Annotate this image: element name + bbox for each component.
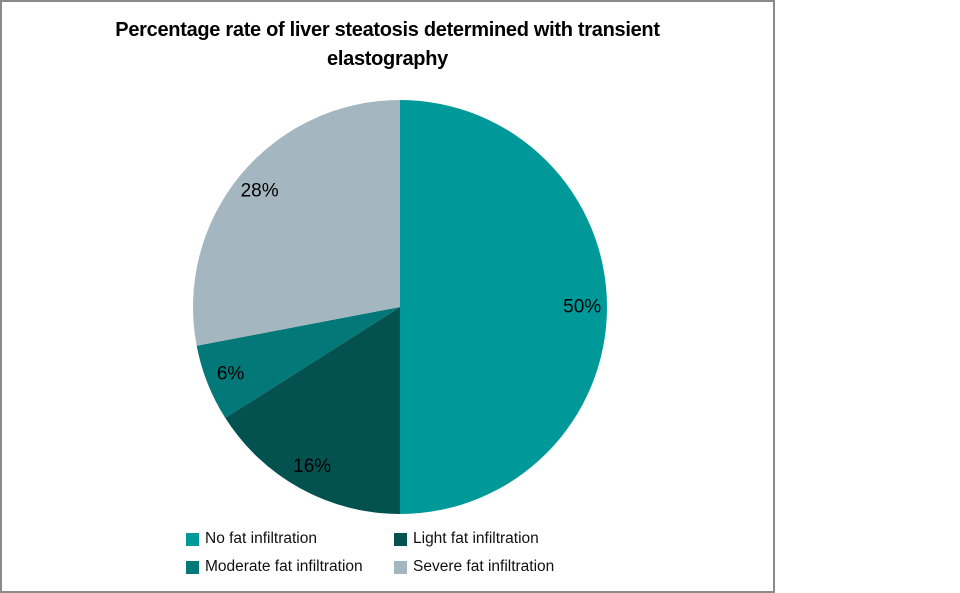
legend-swatch-icon — [394, 532, 407, 546]
legend-label: Severe fat infiltration — [413, 558, 555, 575]
chart-frame: Percentage rate of liver steatosis deter… — [0, 0, 775, 593]
data-label-3: 6% — [217, 364, 245, 385]
legend-item-2[interactable]: Light fat infiltration — [394, 530, 554, 548]
legend-item-3[interactable]: Moderate fat infiltration — [186, 558, 394, 576]
chart-title: Percentage rate of liver steatosis deter… — [38, 16, 738, 74]
legend-label: Moderate fat infiltration — [205, 558, 363, 575]
chart-title-line-2: elastography — [327, 48, 448, 70]
pie-slice-2[interactable] — [225, 307, 400, 514]
legend-label: No fat infiltration — [205, 530, 317, 547]
legend-item-1[interactable]: No fat infiltration — [186, 530, 394, 548]
pie-slice-1[interactable] — [400, 100, 607, 514]
data-label-1: 50% — [563, 297, 601, 318]
legend-swatch-icon — [186, 560, 199, 574]
data-label-4: 28% — [241, 180, 279, 201]
pie-slice-4[interactable] — [193, 100, 400, 346]
chart-title-line-1: Percentage rate of liver steatosis deter… — [115, 19, 660, 41]
legend: No fat infiltration Light fat infiltratio… — [186, 530, 554, 576]
legend-label: Light fat infiltration — [413, 530, 539, 547]
pie-svg: 50% 16% 6% 28% — [193, 100, 607, 514]
legend-swatch-icon — [394, 560, 407, 574]
legend-swatch-icon — [186, 532, 199, 546]
data-label-2: 16% — [293, 456, 331, 477]
pie-slice-3[interactable] — [196, 307, 400, 418]
legend-item-4[interactable]: Severe fat infiltration — [394, 558, 554, 576]
